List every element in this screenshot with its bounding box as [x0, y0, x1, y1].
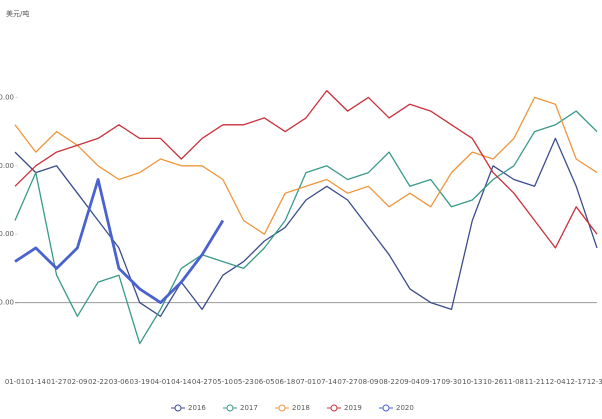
y-tick-label: 100.00 — [0, 162, 14, 170]
x-tick-label: 02-22 — [88, 378, 108, 386]
x-tick-label: 07-01 — [296, 378, 316, 386]
legend-item: 2018 — [275, 404, 310, 412]
x-tick-label: 04-01 — [150, 378, 170, 386]
x-tick-label: 07-14 — [317, 378, 338, 386]
x-tick-label: 02-09 — [67, 378, 87, 386]
x-tick-label: 01-14 — [26, 378, 47, 386]
x-tick-label: 11-21 — [524, 378, 544, 386]
x-tick-label: 07-27 — [337, 378, 357, 386]
legend-label: 2016 — [188, 404, 206, 412]
y-tick-label: 0.00 — [0, 299, 14, 307]
x-tick-label: 10-26 — [483, 378, 504, 386]
series-line — [14, 178, 225, 304]
x-tick-label: 01-01 — [5, 378, 25, 386]
legend-item: 2020 — [379, 404, 414, 412]
x-tick-label: 05-10 — [213, 378, 233, 386]
x-tick-label: 10-13 — [462, 378, 482, 386]
series-line — [14, 89, 598, 249]
x-tick-label: 08-09 — [358, 378, 378, 386]
legend-label: 2018 — [292, 404, 310, 412]
legend-item: 2019 — [327, 404, 362, 412]
x-tick-label: 06-05 — [254, 378, 274, 386]
legend-marker — [382, 404, 390, 412]
x-tick-label: 12-17 — [566, 378, 586, 386]
series-line — [14, 96, 598, 235]
legend-marker — [174, 404, 182, 412]
legend-marker — [278, 404, 286, 412]
x-tick-label: 09-17 — [421, 378, 441, 386]
legend-label: 2020 — [396, 404, 414, 412]
x-tick-label: 04-27 — [192, 378, 212, 386]
x-tick-label: 01-27 — [46, 378, 66, 386]
y-axis-label: 美元/吨 — [6, 9, 29, 18]
y-tick-label: 50.00 — [0, 230, 14, 238]
x-tick-label: 05-23 — [233, 378, 253, 386]
legend-item: 2016 — [171, 404, 206, 412]
legend-marker — [330, 404, 338, 412]
x-tick-label: 09-30 — [441, 378, 461, 386]
legend-item: 2017 — [223, 404, 258, 412]
x-tick-label: 09-04 — [400, 378, 421, 386]
series-line — [14, 110, 598, 345]
x-tick-label: 06-18 — [275, 378, 295, 386]
x-tick-label: 11-08 — [504, 378, 524, 386]
x-tick-label: 03-19 — [130, 378, 150, 386]
series-line — [14, 137, 598, 317]
legend-label: 2019 — [344, 404, 362, 412]
x-tick-label: 12-04 — [545, 378, 566, 386]
legend-label: 2017 — [240, 404, 258, 412]
x-tick-label: 04-14 — [171, 378, 192, 386]
legend-marker — [226, 404, 234, 412]
y-tick-label: 150.00 — [0, 93, 14, 101]
x-tick-label: 12-30 — [587, 378, 602, 386]
x-tick-label: 08-22 — [379, 378, 399, 386]
x-tick-label: 03-06 — [109, 378, 130, 386]
